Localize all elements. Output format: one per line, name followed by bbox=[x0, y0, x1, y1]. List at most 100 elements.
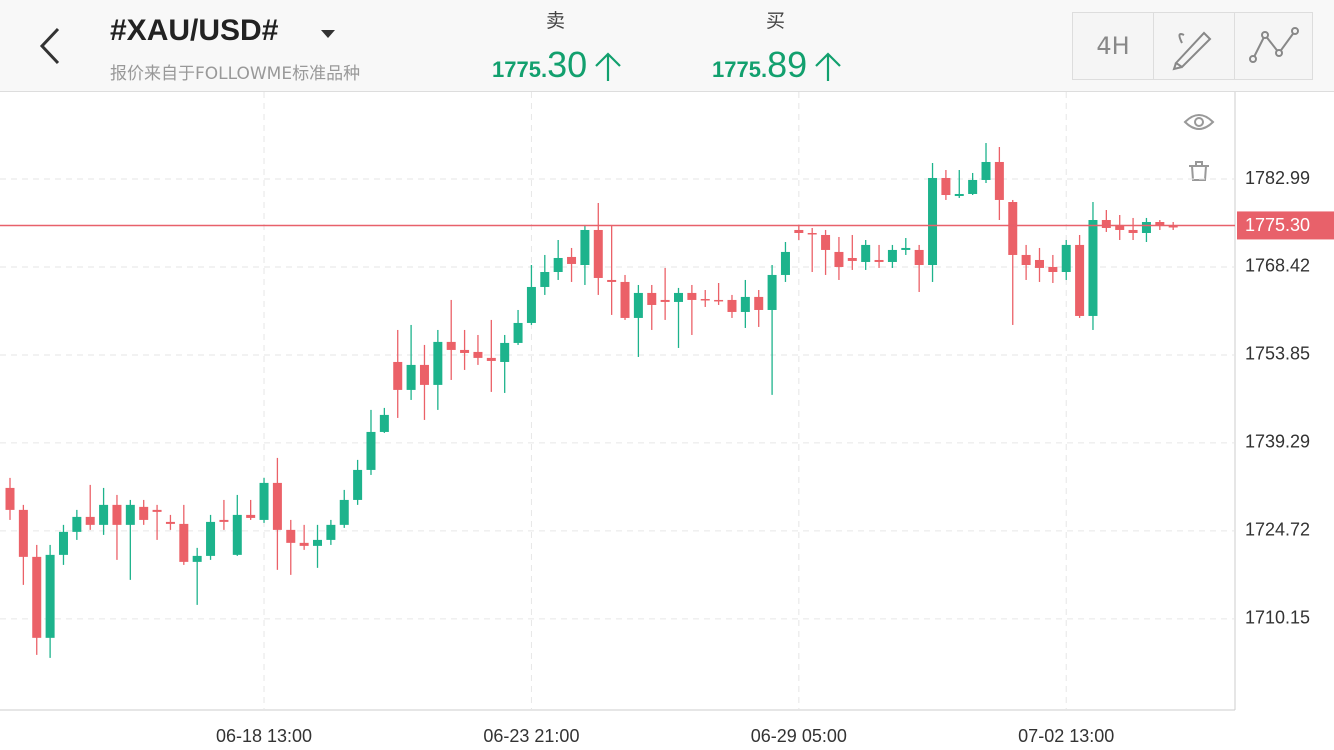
candle-body bbox=[834, 251, 844, 267]
candle-body bbox=[513, 322, 523, 343]
candle-body bbox=[981, 161, 991, 180]
candle-body bbox=[767, 274, 777, 310]
plot: 1710.15 1724.72 1739.29 1753.85 1768.42 1782.… bbox=[0, 92, 1334, 746]
candle-body bbox=[18, 509, 28, 557]
candle-body bbox=[419, 364, 429, 385]
header: #XAU/USD# 报价来自于FOLLOWME标准品种 卖 1775.30 买 … bbox=[0, 0, 1334, 92]
candle-body bbox=[232, 514, 242, 555]
candle-body bbox=[460, 349, 470, 353]
candle-body bbox=[607, 279, 617, 282]
candle-body bbox=[500, 342, 510, 362]
candle-body bbox=[874, 259, 884, 262]
candle-body bbox=[620, 281, 630, 318]
candle-body bbox=[72, 516, 82, 532]
candle-body bbox=[807, 232, 817, 235]
candle-body bbox=[219, 519, 229, 522]
x-tick-label: 06-23 21:00 bbox=[483, 726, 579, 746]
candle-body bbox=[660, 299, 670, 302]
candle-body bbox=[647, 292, 657, 305]
candle-body bbox=[1168, 225, 1178, 228]
buy-label: 买 bbox=[766, 10, 786, 32]
delete-icon[interactable] bbox=[1189, 161, 1209, 181]
buy-price[interactable]: 1775.89 bbox=[712, 44, 807, 86]
candle-body bbox=[941, 177, 951, 196]
candle-body bbox=[901, 247, 911, 250]
candle-body bbox=[299, 542, 309, 546]
candle-body bbox=[339, 499, 349, 525]
up-arrow bbox=[595, 52, 621, 81]
candle-body bbox=[152, 509, 162, 512]
candle-body bbox=[994, 161, 1004, 200]
candle-body bbox=[847, 257, 857, 261]
candle-body bbox=[821, 234, 831, 250]
candle-body bbox=[740, 296, 750, 312]
candle-body bbox=[192, 555, 202, 562]
candle-body bbox=[45, 554, 55, 638]
candle-body bbox=[1075, 244, 1085, 316]
candle-body bbox=[446, 341, 456, 350]
y-tick-label: 1739.29 bbox=[1245, 432, 1310, 452]
x-tick-label: 06-18 13:00 bbox=[216, 726, 312, 746]
candle-body bbox=[567, 256, 577, 264]
candle-body bbox=[1101, 220, 1111, 228]
candle-body bbox=[406, 364, 416, 390]
x-tick-label: 06-29 05:00 bbox=[751, 726, 847, 746]
candle-body bbox=[700, 298, 710, 301]
candle-body bbox=[1088, 220, 1098, 316]
candle-body bbox=[1048, 266, 1058, 272]
sell-label: 卖 bbox=[546, 10, 566, 32]
candle-body bbox=[1008, 202, 1018, 255]
candle-body bbox=[968, 179, 978, 194]
candle-body bbox=[286, 529, 296, 543]
candle-body bbox=[1115, 224, 1125, 230]
candle-body bbox=[540, 271, 550, 287]
timeframe-button[interactable]: 4H bbox=[1073, 13, 1154, 79]
candle-body bbox=[1061, 244, 1071, 272]
dropdown-icon[interactable] bbox=[320, 28, 336, 40]
candle-body bbox=[794, 229, 804, 233]
candle-body bbox=[914, 249, 924, 265]
candle-body bbox=[687, 292, 697, 300]
price-prefix: 1775. bbox=[712, 57, 768, 82]
candle-body bbox=[633, 292, 643, 318]
candle-body bbox=[393, 361, 403, 390]
candle-body bbox=[5, 487, 15, 510]
candle-body bbox=[526, 286, 536, 323]
candle-body bbox=[353, 469, 363, 500]
candle-body bbox=[1034, 259, 1044, 268]
indicator-button[interactable] bbox=[1234, 13, 1314, 79]
candle-body bbox=[1021, 254, 1031, 265]
candle-body bbox=[861, 244, 871, 262]
current-price-label: 1775.30 bbox=[1245, 215, 1310, 235]
candle-body bbox=[165, 521, 175, 524]
candle-body bbox=[954, 193, 964, 196]
back-button[interactable] bbox=[36, 26, 64, 66]
candle-body bbox=[727, 299, 737, 312]
candle-body bbox=[313, 539, 323, 546]
candle-body bbox=[246, 514, 256, 518]
candle-body bbox=[379, 414, 389, 432]
candle-body bbox=[553, 257, 563, 272]
candle-body bbox=[99, 504, 109, 525]
symbol-title[interactable]: #XAU/USD# bbox=[110, 14, 279, 47]
candle-body bbox=[326, 524, 336, 540]
price-digits: 30 bbox=[547, 44, 588, 85]
y-tick-label: 1710.15 bbox=[1245, 608, 1310, 628]
candle-body bbox=[125, 504, 135, 525]
candle-body bbox=[112, 504, 122, 525]
candle-body bbox=[179, 523, 189, 562]
draw-tool-button[interactable] bbox=[1154, 13, 1234, 79]
candle-body bbox=[206, 521, 216, 556]
candle-body bbox=[32, 556, 42, 638]
y-tick-label: 1753.85 bbox=[1245, 344, 1310, 364]
candle-body bbox=[1155, 222, 1165, 226]
candle-body bbox=[272, 482, 282, 530]
eye-icon[interactable] bbox=[1183, 114, 1215, 130]
price-prefix: 1775. bbox=[492, 57, 548, 82]
sell-price[interactable]: 1775.30 bbox=[492, 44, 587, 86]
candle-body bbox=[85, 516, 95, 525]
candle-body bbox=[473, 351, 483, 358]
x-tick-label: 07-02 13:00 bbox=[1018, 726, 1114, 746]
candle-body bbox=[887, 249, 897, 262]
